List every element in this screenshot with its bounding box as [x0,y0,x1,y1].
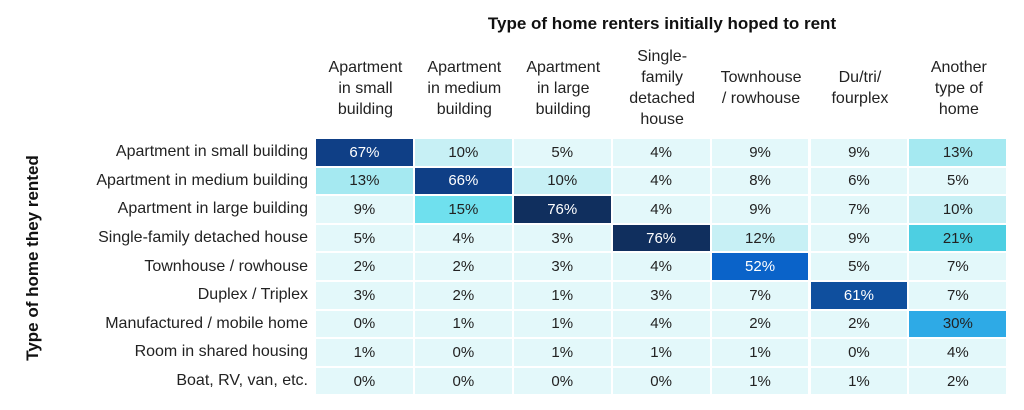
heatmap-cell: 7% [810,196,908,223]
heatmap-cell: 5% [316,224,413,252]
heatmap-cell: 2% [711,310,809,338]
column-header-label: Apartment in medium building [427,58,502,118]
heatmap-cell: 67% [316,139,413,166]
heatmap-cell: 15% [414,196,512,223]
heatmap-cell: 2% [909,367,1007,395]
heatmap-cell: 2% [810,310,908,338]
heatmap-cell: 10% [513,167,611,195]
row-label-8: Room in shared housing [134,343,308,361]
heatmap-cell: 0% [414,339,512,366]
heatmap-cell: 21% [909,224,1007,252]
heatmap-cell: 1% [810,367,908,395]
heatmap-cell: 4% [612,253,710,280]
column-header-label: Apartment in small building [328,58,403,118]
heatmap-cell: 5% [909,167,1007,195]
column-header-4: Single- family detached house [613,46,712,130]
row-label-9: Boat, RV, van, etc. [176,372,308,390]
heatmap-cell: 66% [414,167,512,195]
heatmap-cell: 1% [414,310,512,338]
heatmap-cell: 4% [909,339,1007,366]
heatmap-cell: 9% [316,196,413,223]
column-header-3: Apartment in large building [514,46,613,130]
heatmap-cell: 1% [513,339,611,366]
heatmap-cell: 4% [612,310,710,338]
heatmap-cell: 76% [612,224,710,252]
column-axis-title: Type of home renters initially hoped to … [487,14,837,33]
column-header-5: Townhouse / rowhouse [712,46,811,130]
heatmap-cell: 2% [414,282,512,309]
row-label-7: Manufactured / mobile home [105,314,308,332]
heatmap-cell: 4% [414,224,512,252]
heatmap-cell: 1% [711,339,809,366]
column-header-6: Du/tri/ fourplex [811,46,910,130]
heatmap-cell: 0% [810,339,908,366]
row-label-2: Apartment in medium building [96,171,308,189]
heatmap-cell: 5% [810,253,908,280]
column-header-1: Apartment in small building [316,46,415,130]
heatmap-cell: 2% [414,253,512,280]
heatmap-cell: 8% [711,167,809,195]
heatmap-cell: 9% [711,139,809,166]
row-label-1: Apartment in small building [115,143,308,161]
heatmap-cell: 1% [612,339,710,366]
heatmap-cell: 1% [316,339,413,366]
heatmap-cell: 5% [513,139,611,166]
heatmap-cell: 4% [612,139,710,166]
heatmap-cell: 7% [909,282,1007,309]
heatmap-cell: 0% [316,367,413,395]
heatmap-cell: 13% [316,167,413,195]
heatmap-cell: 10% [909,196,1007,223]
heatmap-cell: 52% [711,253,809,280]
column-header-2: Apartment in medium building [415,46,514,130]
heatmap-cell: 3% [316,282,413,309]
heatmap-cell: 7% [711,282,809,309]
heatmap-cell: 30% [909,310,1007,338]
heatmap-cell: 2% [316,253,413,280]
heatmap-cell: 0% [316,310,413,338]
column-header-label: Townhouse / rowhouse [720,69,802,107]
heatmap-cell: 12% [711,224,809,252]
heatmap-cell: 1% [513,310,611,338]
heatmap-cell: 4% [612,196,710,223]
heatmap-cell: 3% [513,224,611,252]
heatmap-cell: 0% [414,367,512,395]
heatmap-cell: 0% [513,367,611,395]
heatmap-cell: 9% [810,139,908,166]
heatmap-cell: 3% [612,282,710,309]
row-label-3: Apartment in large building [117,200,308,218]
heatmap-cell: 4% [612,167,710,195]
column-header-7: Another type of home [909,46,1008,130]
heatmap-cell: 3% [513,253,611,280]
row-label-6: Duplex / Triplex [197,286,308,304]
heatmap-cell: 10% [414,139,512,166]
column-header-label: Apartment in large building [526,58,601,118]
heatmap-cell: 9% [810,224,908,252]
row-label-5: Townhouse / rowhouse [144,257,308,275]
heatmap-cell: 0% [612,367,710,395]
heatmap-cell: 13% [909,139,1007,166]
heatmap-cell: 1% [711,367,809,395]
heatmap-cell: 1% [513,282,611,309]
heatmap-cell: 61% [810,282,908,309]
heatmap-cell: 9% [711,196,809,223]
column-header-label: Single- family detached house [629,48,696,128]
row-label-4: Single-family detached house [98,229,308,247]
column-header-label: Another type of home [930,58,987,118]
heatmap-cell: 7% [909,253,1007,280]
heatmap-cell: 76% [513,196,611,223]
heatmap-cell: 6% [810,167,908,195]
column-header-label: Du/tri/ fourplex [831,69,889,107]
